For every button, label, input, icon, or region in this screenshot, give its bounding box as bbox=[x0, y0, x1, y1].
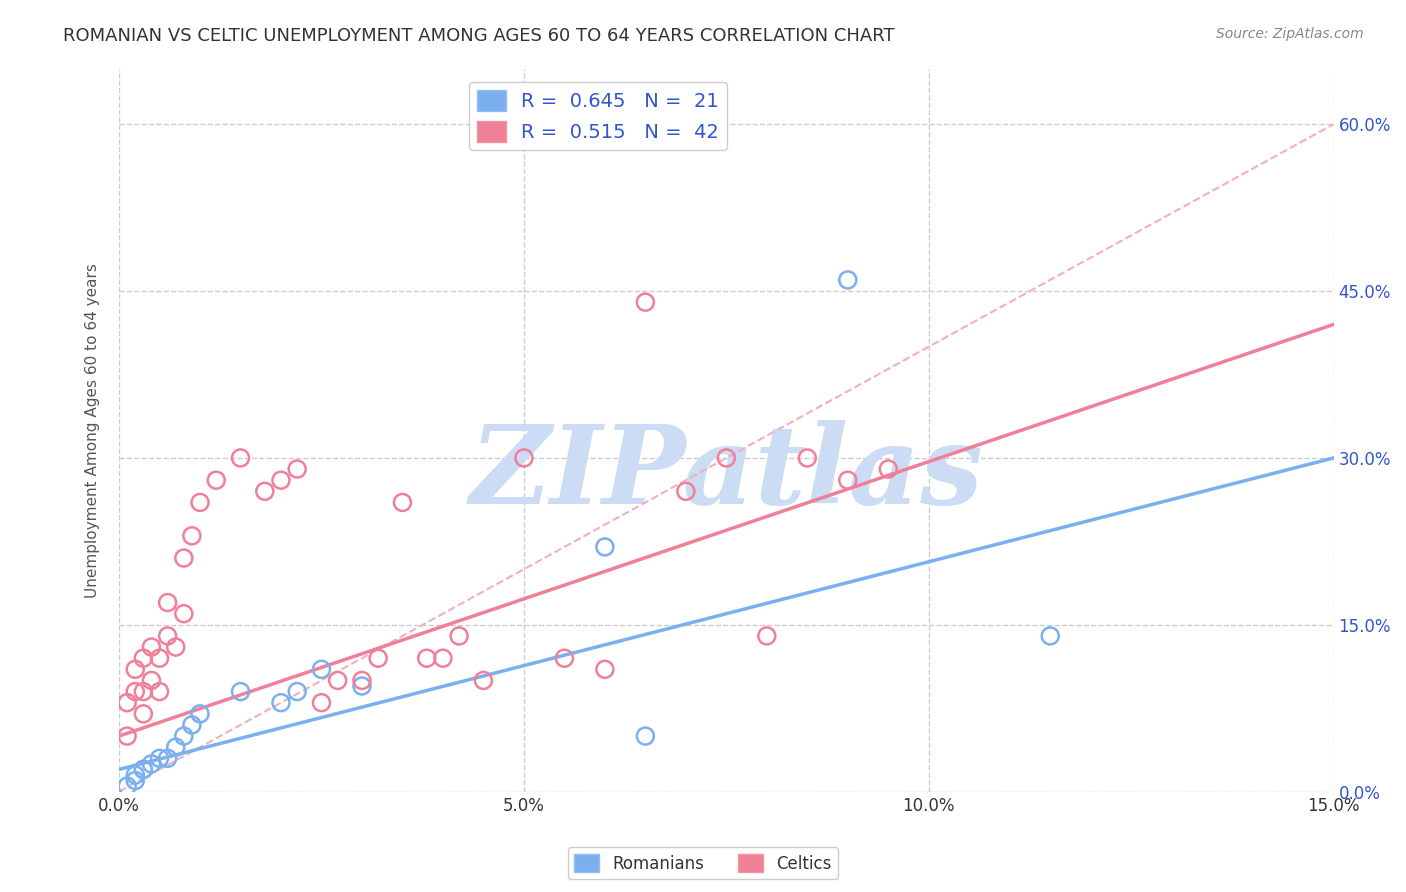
Point bbox=[124, 662, 146, 676]
Point bbox=[165, 740, 187, 755]
Point bbox=[132, 763, 155, 777]
Point bbox=[350, 679, 373, 693]
Point bbox=[1039, 629, 1062, 643]
Point bbox=[148, 684, 170, 698]
Point bbox=[148, 751, 170, 765]
Point bbox=[156, 596, 179, 610]
Point bbox=[716, 450, 738, 465]
Text: ZIPatlas: ZIPatlas bbox=[470, 420, 983, 527]
Point bbox=[593, 540, 616, 554]
Point bbox=[755, 629, 778, 643]
Point bbox=[124, 768, 146, 782]
Point bbox=[675, 484, 697, 499]
Point bbox=[326, 673, 349, 688]
Point bbox=[837, 273, 859, 287]
Point bbox=[132, 706, 155, 721]
Point bbox=[593, 662, 616, 676]
Point bbox=[513, 450, 536, 465]
Y-axis label: Unemployment Among Ages 60 to 64 years: Unemployment Among Ages 60 to 64 years bbox=[86, 262, 100, 598]
Point bbox=[115, 779, 138, 793]
Point bbox=[124, 773, 146, 788]
Point bbox=[115, 729, 138, 743]
Point bbox=[270, 696, 292, 710]
Point bbox=[229, 684, 252, 698]
Point bbox=[132, 651, 155, 665]
Point bbox=[115, 696, 138, 710]
Point bbox=[132, 763, 155, 777]
Point bbox=[156, 751, 179, 765]
Point bbox=[285, 684, 308, 698]
Point bbox=[188, 706, 211, 721]
Legend: R =  0.645   N =  21, R =  0.515   N =  42: R = 0.645 N = 21, R = 0.515 N = 42 bbox=[468, 82, 727, 150]
Point bbox=[141, 756, 163, 771]
Point bbox=[124, 684, 146, 698]
Point bbox=[132, 684, 155, 698]
Point bbox=[367, 651, 389, 665]
Point bbox=[229, 450, 252, 465]
Text: ROMANIAN VS CELTIC UNEMPLOYMENT AMONG AGES 60 TO 64 YEARS CORRELATION CHART: ROMANIAN VS CELTIC UNEMPLOYMENT AMONG AG… bbox=[63, 27, 894, 45]
Point bbox=[796, 450, 818, 465]
Point bbox=[472, 673, 495, 688]
Point bbox=[350, 673, 373, 688]
Point bbox=[432, 651, 454, 665]
Point bbox=[634, 295, 657, 310]
Point bbox=[188, 495, 211, 509]
Point bbox=[837, 473, 859, 487]
Point bbox=[391, 495, 413, 509]
Point bbox=[253, 484, 276, 499]
Point bbox=[165, 640, 187, 654]
Point bbox=[141, 640, 163, 654]
Point bbox=[181, 718, 204, 732]
Point bbox=[285, 462, 308, 476]
Point bbox=[173, 729, 195, 743]
Point bbox=[205, 473, 228, 487]
Point bbox=[311, 662, 333, 676]
Point bbox=[270, 473, 292, 487]
Point bbox=[156, 629, 179, 643]
Point bbox=[416, 651, 439, 665]
Legend: Romanians, Celtics: Romanians, Celtics bbox=[568, 847, 838, 880]
Point bbox=[311, 696, 333, 710]
Point bbox=[634, 729, 657, 743]
Point bbox=[141, 673, 163, 688]
Point bbox=[877, 462, 900, 476]
Text: Source: ZipAtlas.com: Source: ZipAtlas.com bbox=[1216, 27, 1364, 41]
Point bbox=[173, 551, 195, 566]
Point bbox=[553, 651, 575, 665]
Point bbox=[173, 607, 195, 621]
Point bbox=[181, 529, 204, 543]
Point bbox=[449, 629, 471, 643]
Point bbox=[148, 651, 170, 665]
